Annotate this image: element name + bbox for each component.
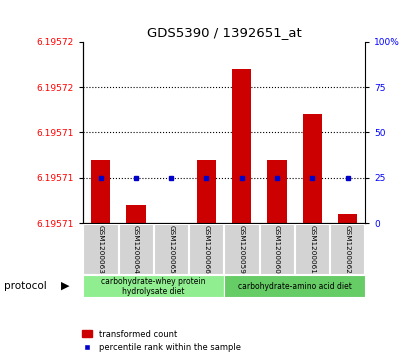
Text: GSM1200062: GSM1200062 xyxy=(344,225,351,273)
Bar xyxy=(232,69,251,223)
FancyBboxPatch shape xyxy=(83,275,224,297)
Text: GSM1200063: GSM1200063 xyxy=(98,225,104,273)
Text: GSM1200059: GSM1200059 xyxy=(239,225,245,273)
Bar xyxy=(126,205,146,223)
FancyBboxPatch shape xyxy=(83,224,117,274)
FancyBboxPatch shape xyxy=(189,224,223,274)
Bar xyxy=(197,160,216,223)
Title: GDS5390 / 1392651_at: GDS5390 / 1392651_at xyxy=(147,26,301,39)
Text: carbohydrate-amino acid diet: carbohydrate-amino acid diet xyxy=(238,282,352,291)
Text: GSM1200066: GSM1200066 xyxy=(203,225,210,273)
FancyBboxPatch shape xyxy=(260,224,294,274)
FancyBboxPatch shape xyxy=(225,224,259,274)
FancyBboxPatch shape xyxy=(295,224,329,274)
Text: GSM1200064: GSM1200064 xyxy=(133,225,139,273)
Text: GSM1200060: GSM1200060 xyxy=(274,225,280,273)
Bar xyxy=(91,160,110,223)
Bar xyxy=(303,114,322,223)
FancyBboxPatch shape xyxy=(154,224,188,274)
FancyBboxPatch shape xyxy=(225,275,365,297)
FancyBboxPatch shape xyxy=(119,224,153,274)
FancyBboxPatch shape xyxy=(330,224,364,274)
Text: GSM1200065: GSM1200065 xyxy=(168,225,174,273)
Legend: transformed count, percentile rank within the sample: transformed count, percentile rank withi… xyxy=(79,326,244,355)
Text: carbohydrate-whey protein
hydrolysate diet: carbohydrate-whey protein hydrolysate di… xyxy=(101,277,206,296)
Text: ▶: ▶ xyxy=(61,281,70,291)
Bar xyxy=(338,214,357,223)
Bar xyxy=(267,160,287,223)
Text: GSM1200061: GSM1200061 xyxy=(309,225,315,273)
Text: protocol: protocol xyxy=(4,281,47,291)
